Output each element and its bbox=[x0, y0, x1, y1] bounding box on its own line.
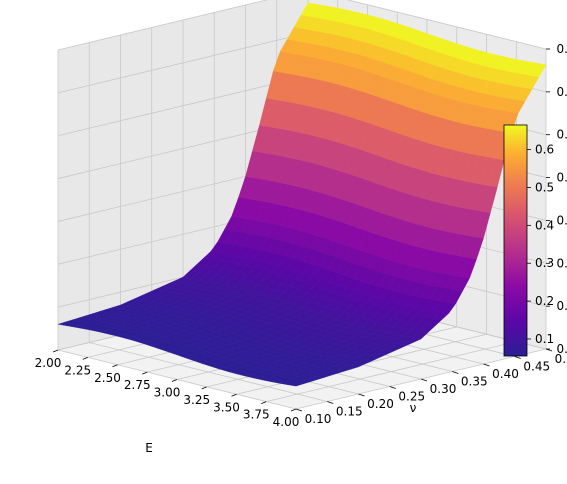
z-tick-label: 0.1 bbox=[556, 299, 567, 313]
y-tick-label: 0.15 bbox=[336, 405, 363, 419]
y-tick-label: 0.40 bbox=[492, 367, 519, 381]
z-tick-label: 0.5 bbox=[556, 128, 567, 142]
gridline-y-floor bbox=[89, 342, 328, 402]
colorbar-tick-label: 0.1 bbox=[535, 332, 554, 346]
x-tick bbox=[201, 386, 207, 390]
z-tick-label: 0.6 bbox=[556, 85, 567, 99]
y-tick bbox=[358, 393, 365, 397]
z-tick-label: 0.2 bbox=[556, 256, 567, 270]
y-tick-label: 0.35 bbox=[461, 375, 488, 389]
x-axis-label: E bbox=[145, 441, 153, 455]
y-tick bbox=[514, 356, 521, 359]
x-tick-label: 2.00 bbox=[35, 356, 62, 370]
y-tick bbox=[483, 363, 490, 367]
x-tick bbox=[171, 379, 178, 382]
z-tick-label: 0.0 bbox=[556, 342, 567, 356]
x-tick-label: 3.00 bbox=[154, 386, 181, 400]
y-tick bbox=[389, 386, 396, 389]
z-tick-label: 0.4 bbox=[556, 171, 567, 185]
surface-facet bbox=[530, 63, 547, 78]
gridline-z-left bbox=[57, 0, 269, 51]
y-tick-label: 0.30 bbox=[430, 382, 457, 396]
x-tick-label: 3.50 bbox=[213, 400, 240, 414]
y-tick bbox=[327, 401, 334, 404]
surface-mesh bbox=[57, 2, 547, 387]
x-tick bbox=[52, 349, 59, 353]
y-axis-label: ν bbox=[410, 401, 417, 415]
gridline-z-left bbox=[57, 75, 309, 137]
y-tick-label: 0.45 bbox=[523, 360, 550, 374]
x-tick-label: 3.25 bbox=[183, 393, 210, 407]
y-tick-label: 0.50 bbox=[555, 352, 567, 366]
y-tick bbox=[420, 378, 428, 382]
x-tick bbox=[82, 357, 88, 360]
x-tick-label: 2.75 bbox=[124, 378, 151, 392]
y-tick-label: 0.20 bbox=[367, 397, 394, 411]
x-tick bbox=[112, 364, 118, 368]
y-tick bbox=[295, 408, 303, 412]
y-tick bbox=[452, 371, 459, 374]
axes-ticks: 2.002.252.502.753.003.253.503.754.00 0.10… bbox=[35, 42, 567, 429]
x-tick-label: 3.75 bbox=[243, 408, 270, 422]
x-tick bbox=[231, 393, 237, 397]
y-tick-label: 0.25 bbox=[398, 390, 425, 404]
x-tick-label: 2.50 bbox=[94, 371, 121, 385]
colorbar bbox=[503, 124, 528, 357]
x-tick-label: 4.00 bbox=[273, 415, 300, 429]
gridline-z-left bbox=[57, 32, 309, 94]
colorbar-ticks: 0.1 0.2 0.3 0.4 0.5 0.6 bbox=[527, 143, 554, 346]
colorbar-tick-label: 0.6 bbox=[535, 143, 554, 157]
gridline-z-back bbox=[346, 0, 547, 50]
x-tick bbox=[261, 401, 267, 404]
colorbar-tick-label: 0.5 bbox=[535, 180, 554, 194]
colorbar-tick-label: 0.3 bbox=[535, 256, 554, 270]
x-tick bbox=[290, 408, 297, 412]
y-tick-label: 0.10 bbox=[305, 412, 332, 426]
colorbar-tick-label: 0.4 bbox=[535, 218, 554, 232]
x-tick-label: 2.25 bbox=[64, 363, 91, 377]
colorbar-tick-label: 0.2 bbox=[535, 294, 554, 308]
z-tick-label: 0.7 bbox=[556, 42, 567, 56]
z-tick-label: 0.3 bbox=[556, 213, 567, 227]
x-tick bbox=[142, 371, 148, 375]
